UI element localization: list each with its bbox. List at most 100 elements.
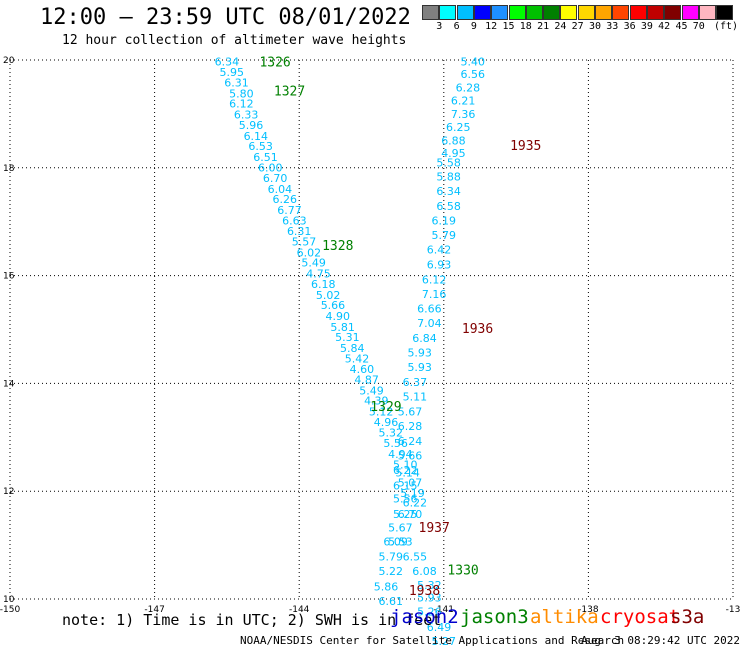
time-label: 1329 bbox=[370, 400, 401, 415]
data-point-s3a: 5.53 bbox=[388, 535, 413, 548]
data-point-s3a: 6.21 bbox=[451, 94, 476, 107]
data-point-jason3: 6.31 bbox=[287, 225, 312, 238]
timestamp-text: Aug 3 08:29:42 UTC 2022 bbox=[581, 634, 740, 647]
data-point-jason3: 6.18 bbox=[311, 278, 336, 291]
data-point-s3a: 6.34 bbox=[436, 185, 461, 198]
y-tick-label: 10 bbox=[3, 595, 15, 605]
data-point-s3a: 6.24 bbox=[398, 435, 423, 448]
legend-swatch bbox=[698, 5, 716, 20]
data-point-jason3: 5.12 bbox=[369, 405, 394, 418]
data-point-s3a: 6.25 bbox=[446, 121, 471, 134]
data-point-s3a: 6.15 bbox=[393, 479, 418, 492]
data-point-jason3: 6.63 bbox=[282, 215, 307, 228]
satellite-name-jason2: jason2 bbox=[390, 606, 459, 628]
data-point-jason3: 6.04 bbox=[268, 183, 293, 196]
data-point-jason3: 5.02 bbox=[316, 289, 341, 302]
y-tick-label: 14 bbox=[3, 379, 15, 389]
data-point-jason3: 5.22 bbox=[379, 565, 404, 578]
data-point-jason3: 5.95 bbox=[219, 66, 244, 79]
data-point-jason3: 4.94 bbox=[388, 448, 413, 461]
legend-label: 70 bbox=[692, 21, 705, 32]
data-point-s3a: 5.67 bbox=[398, 405, 423, 418]
data-point-jason3: 6.31 bbox=[224, 77, 249, 90]
legend-label: 33 bbox=[606, 21, 619, 32]
legend-swatch bbox=[664, 5, 682, 20]
satellite-name-altika: altika bbox=[530, 606, 599, 628]
data-point-jason3: 5.57 bbox=[292, 236, 317, 249]
data-point-s3a: 6.55 bbox=[403, 550, 428, 563]
data-point-jason3: 5.07 bbox=[398, 477, 423, 490]
data-point-s3a: 6.28 bbox=[398, 420, 423, 433]
y-tick-label: 16 bbox=[3, 272, 15, 282]
legend-label: 36 bbox=[623, 21, 636, 32]
legend-swatch bbox=[456, 5, 474, 20]
legend-label: 27 bbox=[571, 21, 584, 32]
satellite-name-s3a: s3a bbox=[670, 606, 705, 628]
legend-label: 9 bbox=[470, 21, 477, 32]
data-point-s3a: 5.25 bbox=[393, 508, 418, 521]
y-tick-label: 20 bbox=[3, 56, 15, 66]
time-label: 1330 bbox=[447, 563, 478, 578]
data-point-jason3: 5.32 bbox=[379, 426, 404, 439]
data-point-s3a: 5.66 bbox=[398, 450, 423, 463]
data-point-jason3: 5.10 bbox=[393, 458, 418, 471]
data-point-jason3: 4.87 bbox=[354, 374, 379, 387]
legend-swatch bbox=[629, 5, 647, 20]
data-point-jason3: 6.00 bbox=[258, 161, 283, 174]
data-point-jason3: 6.70 bbox=[263, 172, 288, 185]
data-point-jason3: 5.31 bbox=[335, 331, 360, 344]
data-point-jason3: 5.19 bbox=[400, 487, 425, 500]
data-point-s3a: 5.93 bbox=[417, 591, 442, 604]
data-point-jason3: 4.39 bbox=[364, 395, 389, 408]
data-point-jason3: 6.22 bbox=[403, 497, 428, 510]
data-point-jason3: 4.75 bbox=[306, 267, 331, 280]
data-point-s3a: 5.32 bbox=[417, 579, 442, 592]
time-label: 1937 bbox=[419, 521, 450, 536]
data-point-s3a: 5.58 bbox=[436, 156, 461, 169]
data-point-s3a: 6.84 bbox=[412, 332, 437, 345]
legend-label: 12 bbox=[485, 21, 498, 32]
legend-swatch bbox=[595, 5, 612, 20]
legend-swatch bbox=[525, 5, 543, 20]
legend-swatch bbox=[473, 5, 491, 20]
legend-label: 21 bbox=[537, 21, 550, 32]
data-point-s3a: 6.22 bbox=[393, 464, 418, 477]
legend-label: 30 bbox=[588, 21, 602, 32]
legend-swatch bbox=[612, 5, 630, 20]
x-tick-label: -138 bbox=[578, 605, 599, 615]
satellite-name-cryosat: cryosat bbox=[600, 606, 681, 628]
data-point-s3a: 6.08 bbox=[412, 565, 437, 578]
legend-label: 15 bbox=[502, 21, 515, 32]
data-point-jason3: 6.53 bbox=[248, 140, 273, 153]
data-point-s3a: 5.11 bbox=[403, 390, 428, 403]
data-point-jason3: 5.49 bbox=[359, 384, 384, 397]
satellite-name-jason3: jason3 bbox=[460, 606, 529, 628]
data-point-s3a: 6.88 bbox=[441, 134, 466, 147]
data-point-s3a: 6.66 bbox=[417, 302, 442, 315]
x-tick-label: -141 bbox=[434, 605, 454, 615]
data-point-s3a: 4.95 bbox=[441, 147, 466, 160]
data-point-jason3: 5.81 bbox=[330, 321, 355, 334]
footer-note: note: 1) Time is in UTC; 2) SWH is in fe… bbox=[62, 611, 442, 629]
data-point-jason3: 6.09 bbox=[383, 535, 408, 548]
page-title: 12:00 – 23:59 UTC 08/01/2022 bbox=[40, 5, 411, 30]
x-tick-label: -144 bbox=[289, 605, 310, 615]
data-point-s3a: 6.58 bbox=[436, 200, 461, 213]
data-point-jason3: 6.34 bbox=[215, 56, 240, 69]
legend-swatch bbox=[508, 5, 526, 20]
time-label: 1327 bbox=[274, 85, 305, 100]
x-tick-label: -150 bbox=[0, 605, 20, 615]
data-point-s3a: 5.93 bbox=[407, 347, 432, 360]
data-point-jason3: 5.80 bbox=[229, 87, 254, 100]
data-point-jason3: 5.86 bbox=[374, 581, 399, 594]
legend-label: 45 bbox=[675, 21, 688, 32]
data-point-jason3: 4.90 bbox=[326, 310, 351, 323]
data-point-jason3: 5.66 bbox=[321, 299, 346, 312]
y-tick-label: 18 bbox=[3, 164, 15, 174]
data-point-jason3: 5.56 bbox=[383, 437, 408, 450]
data-point-s3a: 5.88 bbox=[436, 170, 461, 183]
data-point-s3a: 5.79 bbox=[432, 229, 457, 242]
legend-label: 39 bbox=[640, 21, 653, 32]
data-point-jason3: 4.96 bbox=[374, 416, 399, 429]
time-label: 1326 bbox=[259, 56, 290, 71]
